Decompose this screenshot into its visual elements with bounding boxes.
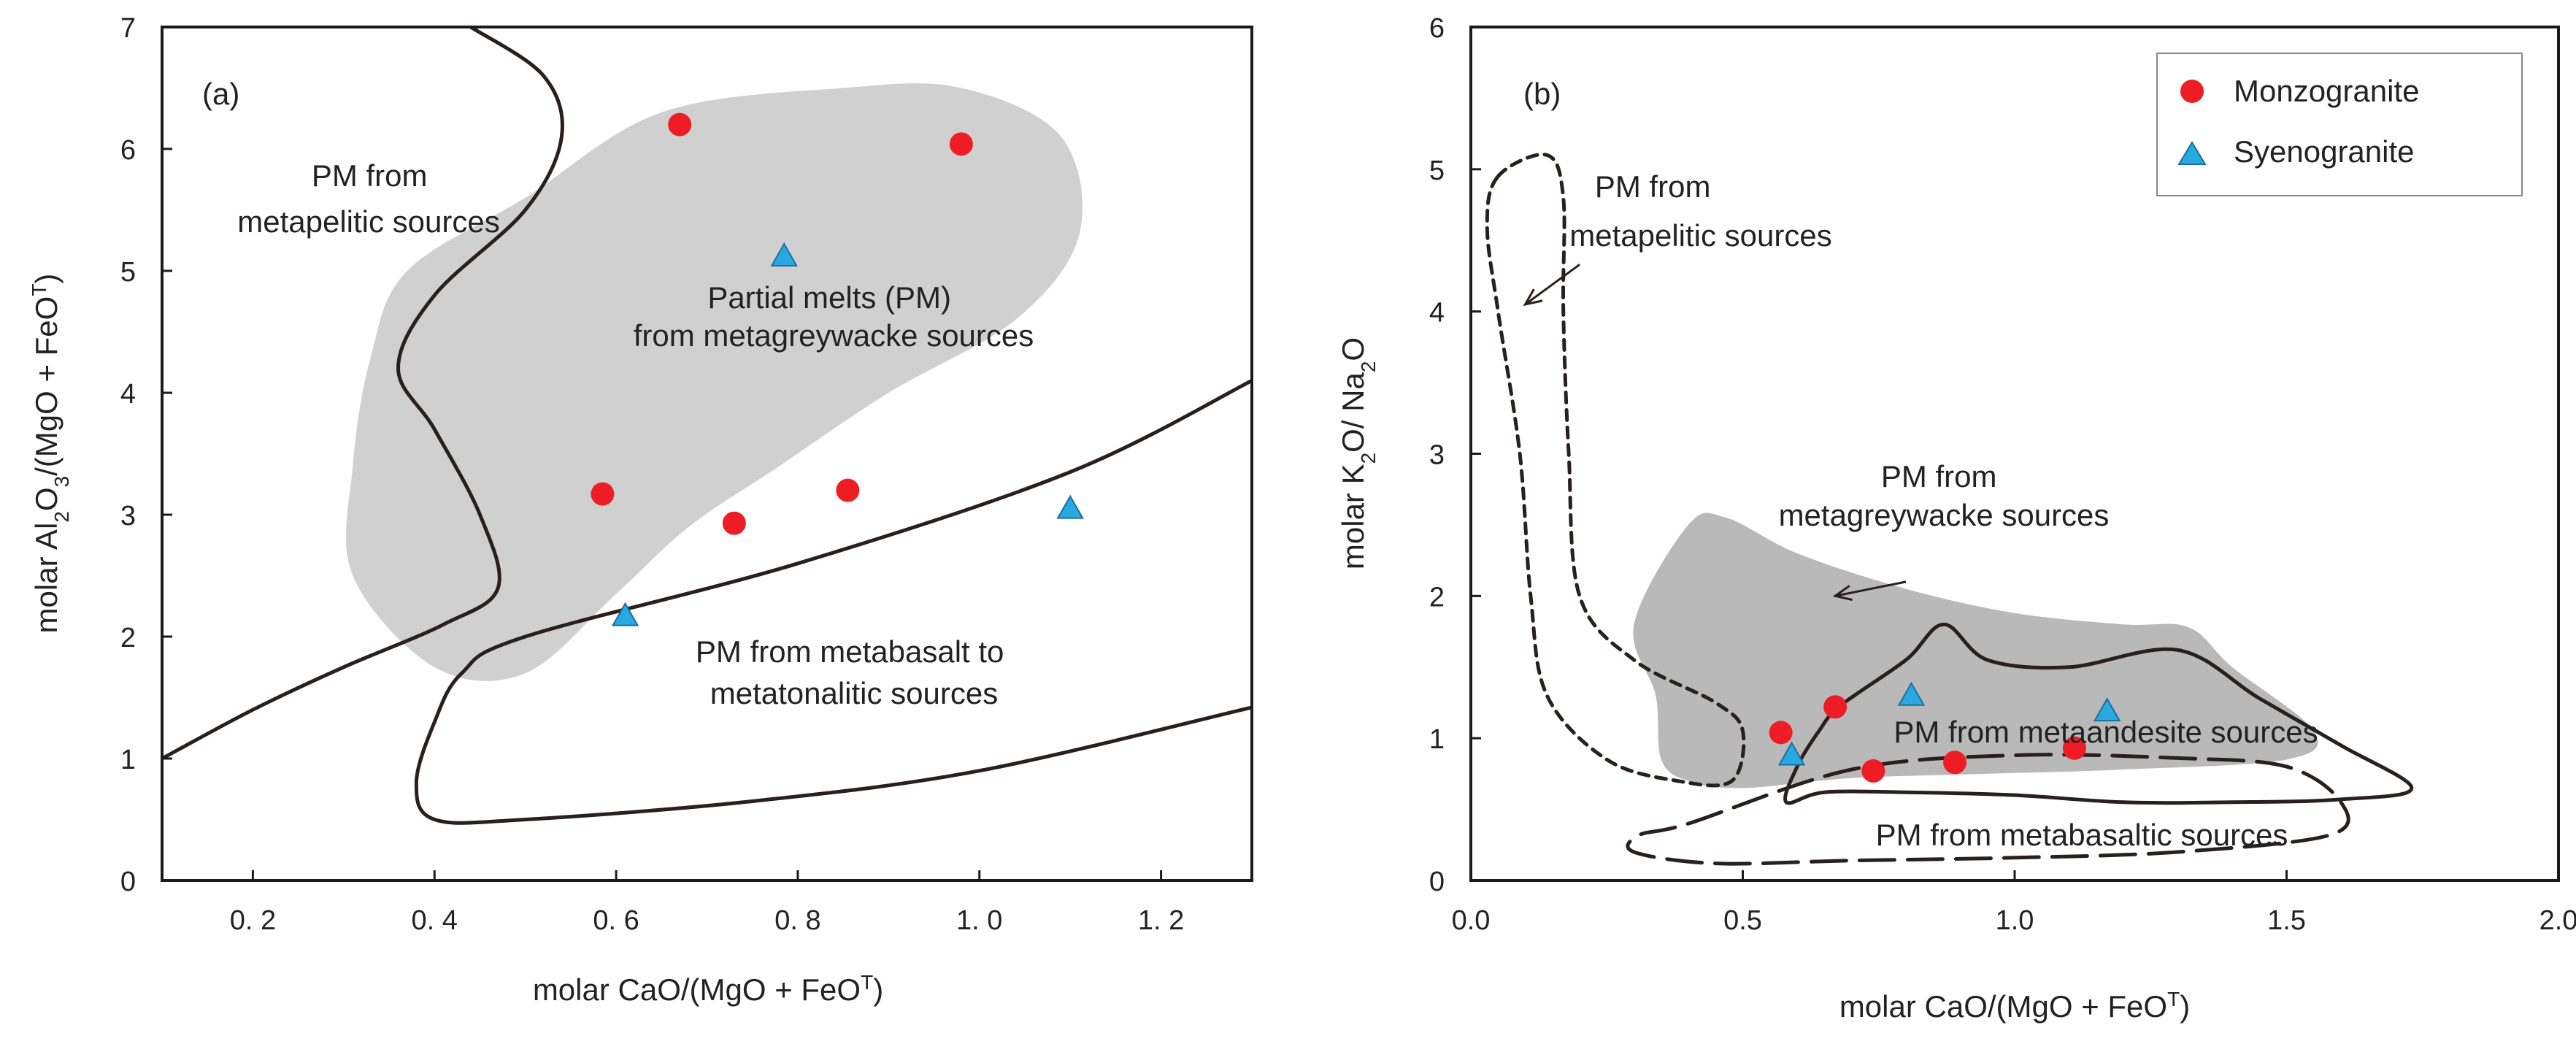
field-pm-from-metapelitic-sources-boundary — [162, 27, 564, 761]
legend-syenogranite-label: Syenogranite — [2234, 134, 2415, 169]
label-pm-metagreywacke-a: Partial melts (PM) from metagreywacke so… — [634, 280, 1034, 353]
panel-b-label: (b) — [1523, 77, 1561, 111]
y-tick-label: 0 — [120, 867, 136, 897]
x-tick-label: 0.5 — [1723, 905, 1762, 936]
y-tick-label: 0 — [1429, 867, 1445, 897]
x-tick-label: 0. 4 — [412, 905, 458, 936]
label-pm-metabasalt-a: PM from metabasalt to metatonalitic sour… — [696, 634, 1012, 710]
x-tick-label: 1.5 — [2267, 905, 2306, 936]
monzogranite-point-1 — [1769, 721, 1793, 745]
y-tick-label: 4 — [1429, 298, 1445, 329]
y-tick-label: 5 — [1429, 156, 1445, 186]
monzogranite-point-5 — [836, 478, 860, 502]
y-tick-label: 3 — [120, 501, 136, 531]
label-pm-metapelitic-b: PM from metapelitic sources — [1569, 169, 1831, 253]
monzogranite-point-3 — [1861, 759, 1885, 783]
legend: Monzogranite Syenogranite — [2156, 53, 2523, 196]
panel-a-points — [591, 112, 1084, 626]
label-pm-metabasaltic-b: PM from metabasaltic sources — [1876, 818, 2288, 852]
x-tick-label: 0. 6 — [593, 905, 639, 936]
label-pm-metaandesite-b: PM from metaandesite sources — [1893, 715, 2318, 749]
legend-syenogranite-marker — [2177, 141, 2207, 165]
x-tick-label: 2.0 — [2540, 905, 2576, 936]
y-tick-label: 6 — [1429, 13, 1445, 44]
legend-monzogranite-label: Monzogranite — [2234, 74, 2419, 108]
panel-a-label: (a) — [202, 77, 239, 111]
monzogranite-point-2 — [949, 132, 973, 156]
monzogranite-point-1 — [668, 112, 692, 137]
label-pm-metagreywacke-b: PM from metagreywacke sources — [1779, 459, 2110, 532]
monzogranite-point-4 — [722, 511, 746, 535]
panel-a: 0. 2 0. 4 0. 6 0. 8 1. 0 1. 2 0 1 2 3 4 5 6 7 (a) PM … — [28, 13, 1253, 1007]
panel-a-fields — [162, 27, 1252, 825]
x-tick-label: 0. 2 — [230, 905, 276, 936]
panel-b-x-axis-label: molar CaO/(MgO + FeOT) — [1839, 988, 2190, 1024]
panel-a-frame — [161, 26, 1253, 882]
panel-b-ticks: 0.0 0.5 1.0 1.5 2.0 0 1 2 3 4 5 6 — [1429, 13, 2576, 936]
panel-b-arrows — [1523, 264, 1907, 602]
x-tick-label: 1.0 — [1996, 905, 2034, 936]
panel-b: 0.0 0.5 1.0 1.5 2.0 0 1 2 3 4 5 6 (b) PM from metap… — [1336, 13, 2576, 1024]
arrow-2 — [1832, 580, 1907, 602]
label-pm-metapelitic-a: PM from metapelitic sources — [237, 158, 499, 239]
syenogranite-point-3 — [611, 602, 639, 626]
monzogranite-point-3 — [591, 482, 615, 506]
panel-b-fields — [1485, 153, 2414, 866]
y-tick-label: 5 — [120, 257, 136, 288]
field-pm-from-metapelitic-sources — [1485, 153, 1746, 788]
panel-a-ticks: 0. 2 0. 4 0. 6 0. 8 1. 0 1. 2 0 1 2 3 4 5 6 7 — [120, 13, 1184, 936]
legend-monzogranite-marker — [2180, 80, 2204, 103]
y-tick-label: 1 — [120, 745, 136, 775]
y-tick-label: 2 — [1429, 582, 1445, 613]
x-tick-label: 0.0 — [1452, 905, 1491, 936]
syenogranite-point-1 — [1777, 741, 1806, 766]
x-tick-label: 1. 0 — [956, 905, 1002, 936]
field-pm-from-metagreywacke-sources — [1633, 513, 2318, 788]
panel-b-points — [1769, 681, 2121, 783]
field-partial-melts-pm-from-metagreywacke-sources — [345, 83, 1083, 681]
field-pm-from-metabasalt-to-metatonalitic-sources — [414, 378, 1252, 825]
panel-a-y-axis-label: molar Al2O3/(MgO + FeOT) — [28, 274, 73, 634]
field-pm-from-metaandesite-sources — [1783, 622, 2414, 805]
syenogranite-point-2 — [1056, 494, 1084, 519]
field-pm-from-metabasaltic-sources — [1626, 753, 2350, 866]
y-tick-label: 7 — [120, 13, 136, 44]
syenogranite-point-3 — [2093, 697, 2121, 722]
y-tick-label: 6 — [120, 135, 136, 166]
monzogranite-point-5 — [2062, 736, 2086, 760]
legend-box — [2156, 53, 2523, 196]
panel-b-y-axis-label: molar K2O/ Na2O — [1336, 337, 1380, 569]
y-tick-label: 3 — [1429, 440, 1445, 471]
y-tick-label: 1 — [1429, 724, 1445, 755]
panel-a-x-axis-label: molar CaO/(MgO + FeOT) — [533, 971, 883, 1007]
y-tick-label: 2 — [120, 623, 136, 653]
y-tick-label: 4 — [120, 379, 136, 410]
syenogranite-point-2 — [1897, 681, 1926, 706]
monzogranite-point-4 — [1943, 751, 1967, 775]
x-tick-label: 1. 2 — [1138, 905, 1184, 936]
x-tick-label: 0. 8 — [774, 905, 820, 936]
monzogranite-point-2 — [1823, 695, 1848, 719]
syenogranite-point-1 — [770, 242, 798, 266]
arrow-1 — [1523, 264, 1580, 307]
